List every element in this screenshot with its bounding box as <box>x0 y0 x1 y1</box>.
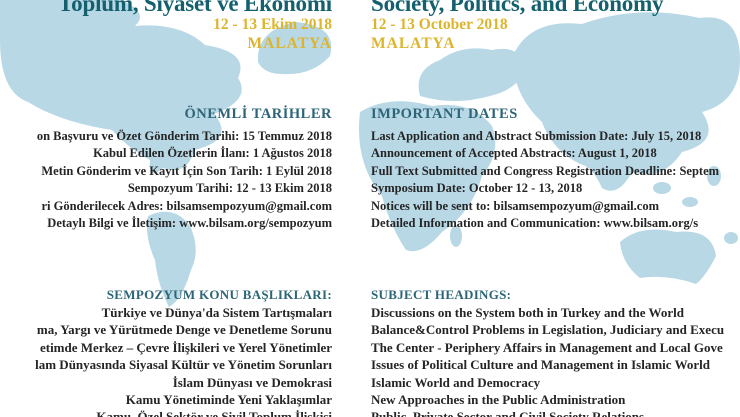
important-dates-header-english: IMPORTANT DATES <box>371 106 518 122</box>
city-turkish: MALATYA <box>247 35 332 52</box>
date-item: Announcement of Accepted Abstracts: Augu… <box>371 146 657 161</box>
important-dates-list-english: Last Application and Abstract Submission… <box>371 128 719 232</box>
topic-item: Kamu, Özel Sektör ve Sivil Toplum İlişki… <box>96 409 332 417</box>
topic-item: Türkiye ve Dünya'da Sistem Tartışmaları <box>101 305 332 320</box>
topic-item: Kamu Yönetiminde Yeni Yaklaşımlar <box>125 392 332 408</box>
topic-item: Islamic World and Democracy <box>371 374 541 390</box>
date-item: Last Application and Abstract Submission… <box>371 129 702 143</box>
topic-item: lam Dünyasında Siyasal Kültür ve Yönetim… <box>35 357 332 373</box>
topic-item: The Center - Periphery Affairs in Manage… <box>371 339 723 355</box>
important-dates-header-turkish: ÖNEMLİ TARİHLER <box>184 106 332 122</box>
topics-header-english: SUBJECT HEADINGS: <box>371 287 512 302</box>
city-english: MALATYA <box>371 35 456 52</box>
topics-list-turkish: Türkiye ve Dünya'da Sistem Tartışmaları … <box>35 304 332 417</box>
date-item: Full Text Submitted and Congress Registr… <box>371 163 720 178</box>
title-turkish: Toplum, Siyaset ve Ekonomi <box>58 0 332 16</box>
title-english: Society, Politics, and Economy <box>371 0 664 16</box>
date-item-website: Detailed Information and Communication: … <box>371 216 699 231</box>
event-date-english: 12 - 13 October 2018 <box>371 16 508 33</box>
date-item: Metin Gönderim ve Kayıt İçin Son Tarih: … <box>41 163 332 178</box>
date-item-email: Notices will be sent to: bilsamsempozyum… <box>371 198 659 213</box>
topic-item: Issues of Political Culture and Manageme… <box>371 357 710 373</box>
topic-item: İslam Dünyası ve Demokrasi <box>172 374 332 390</box>
date-item: on Başvuru ve Özet Gönderim Tarihi: 15 T… <box>36 129 332 143</box>
topic-item: ma, Yargı ve Yürütmede Denge ve Denetlem… <box>36 322 332 338</box>
topic-item: Public, Private Sector and Civil Society… <box>371 409 645 417</box>
date-item-website: Detaylı Bilgi ve İletişim: www.bilsam.or… <box>47 216 332 231</box>
topics-header-turkish: SEMPOZYUM KONU BAŞLIKLARI: <box>106 287 332 302</box>
topic-item: etimde Merkez – Çevre İlişkileri ve Yere… <box>39 339 332 355</box>
date-item: Symposium Date: October 12 - 13, 2018 <box>371 181 583 196</box>
date-item: Kabul Edilen Özetlerin İlanı: 1 Ağustos … <box>93 146 332 161</box>
date-item: Sempozyum Tarihi: 12 - 13 Ekim 2018 <box>127 181 332 196</box>
topics-list-english: Discussions on the System both in Turkey… <box>371 304 724 417</box>
topic-item: Discussions on the System both in Turkey… <box>371 305 684 320</box>
topic-item: Balance&Control Problems in Legislation,… <box>371 322 725 338</box>
topic-item: New Approaches in the Public Administrat… <box>371 392 626 408</box>
event-date-turkish: 12 - 13 Ekim 2018 <box>213 16 332 33</box>
date-item-email: ri Gönderilecek Adres: bilsamsempozyum@g… <box>41 198 332 213</box>
important-dates-list-turkish: on Başvuru ve Özet Gönderim Tarihi: 15 T… <box>37 128 332 232</box>
